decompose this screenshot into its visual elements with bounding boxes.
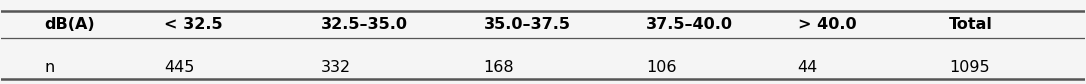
Text: 445: 445	[164, 60, 194, 76]
Text: Total: Total	[949, 17, 993, 32]
Text: 44: 44	[797, 60, 818, 76]
Text: < 32.5: < 32.5	[164, 17, 223, 32]
Text: n: n	[45, 60, 55, 76]
Text: dB(A): dB(A)	[45, 17, 96, 32]
Text: 1095: 1095	[949, 60, 989, 76]
Text: 106: 106	[646, 60, 677, 76]
Text: 32.5–35.0: 32.5–35.0	[321, 17, 408, 32]
Text: 332: 332	[321, 60, 351, 76]
Text: > 40.0: > 40.0	[797, 17, 856, 32]
Text: 168: 168	[483, 60, 514, 76]
Text: 37.5–40.0: 37.5–40.0	[646, 17, 733, 32]
Text: 35.0–37.5: 35.0–37.5	[483, 17, 570, 32]
